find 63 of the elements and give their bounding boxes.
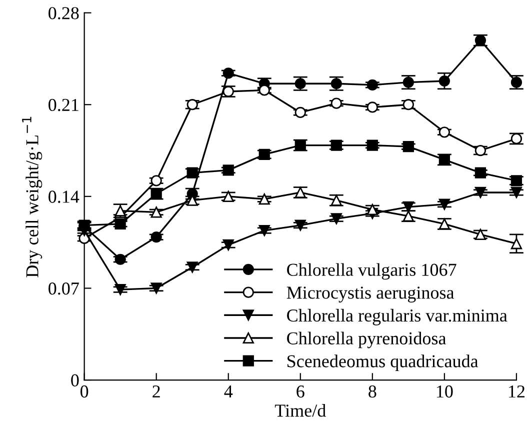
point bbox=[402, 201, 414, 212]
point bbox=[222, 164, 234, 176]
point bbox=[222, 190, 234, 202]
point bbox=[366, 204, 378, 216]
point bbox=[366, 79, 378, 90]
legend-label: Chlorella vulgaris 1067 bbox=[287, 263, 456, 280]
point bbox=[294, 106, 306, 118]
legend-label: Chlorella pyrenoidosa bbox=[287, 332, 446, 348]
point bbox=[258, 193, 270, 205]
point bbox=[366, 102, 378, 113]
x-tick-label: 0 bbox=[80, 385, 88, 398]
point bbox=[150, 206, 162, 218]
point bbox=[114, 254, 126, 265]
point bbox=[438, 218, 450, 230]
point bbox=[222, 68, 234, 79]
point bbox=[150, 175, 162, 186]
point bbox=[474, 186, 486, 198]
point bbox=[438, 75, 450, 87]
point bbox=[330, 213, 342, 224]
y-tick-label: 0 bbox=[71, 374, 79, 386]
legend-label: Scenedeomus quadricauda bbox=[288, 354, 478, 371]
point bbox=[402, 99, 414, 110]
point bbox=[114, 218, 126, 230]
x-axis-title: Time/d bbox=[274, 404, 326, 417]
point bbox=[438, 154, 450, 166]
y-tick-label: 0.28 bbox=[48, 7, 79, 20]
point bbox=[330, 140, 342, 151]
point bbox=[294, 186, 306, 198]
point bbox=[438, 198, 450, 210]
point bbox=[402, 210, 414, 222]
point bbox=[150, 282, 162, 294]
y-axis-title: Dry cell weight/g·L$^{−1}$ bbox=[22, 116, 42, 278]
legend-label: Microcystis aeruginosa bbox=[286, 286, 454, 302]
point bbox=[258, 84, 270, 96]
point bbox=[78, 220, 90, 231]
point bbox=[510, 238, 522, 250]
point bbox=[150, 232, 162, 243]
point bbox=[114, 284, 126, 296]
point bbox=[222, 239, 234, 250]
x-tick-label: 6 bbox=[296, 385, 304, 398]
point bbox=[510, 186, 522, 198]
y-tick-label: 0.14 bbox=[48, 190, 80, 203]
x-tick-label: 2 bbox=[152, 385, 160, 398]
point bbox=[438, 126, 450, 138]
point bbox=[294, 220, 306, 231]
point bbox=[402, 141, 414, 152]
point bbox=[294, 140, 306, 151]
point bbox=[474, 167, 486, 178]
y-tick-label: 0.07 bbox=[48, 282, 79, 295]
point bbox=[222, 86, 234, 98]
point bbox=[330, 98, 342, 109]
point bbox=[510, 175, 522, 186]
point bbox=[186, 167, 198, 178]
x-tick-label: 12 bbox=[509, 385, 524, 398]
x-tick-label: 10 bbox=[436, 385, 453, 398]
legend-label: Chlorella regularis var.minima bbox=[287, 308, 508, 326]
point bbox=[258, 148, 270, 160]
x-tick-label: 8 bbox=[368, 385, 376, 398]
point bbox=[258, 224, 270, 236]
y-tick-label: 0.21 bbox=[48, 98, 78, 112]
x-tick-label: 4 bbox=[224, 386, 233, 398]
point bbox=[330, 194, 342, 206]
point bbox=[366, 140, 378, 151]
